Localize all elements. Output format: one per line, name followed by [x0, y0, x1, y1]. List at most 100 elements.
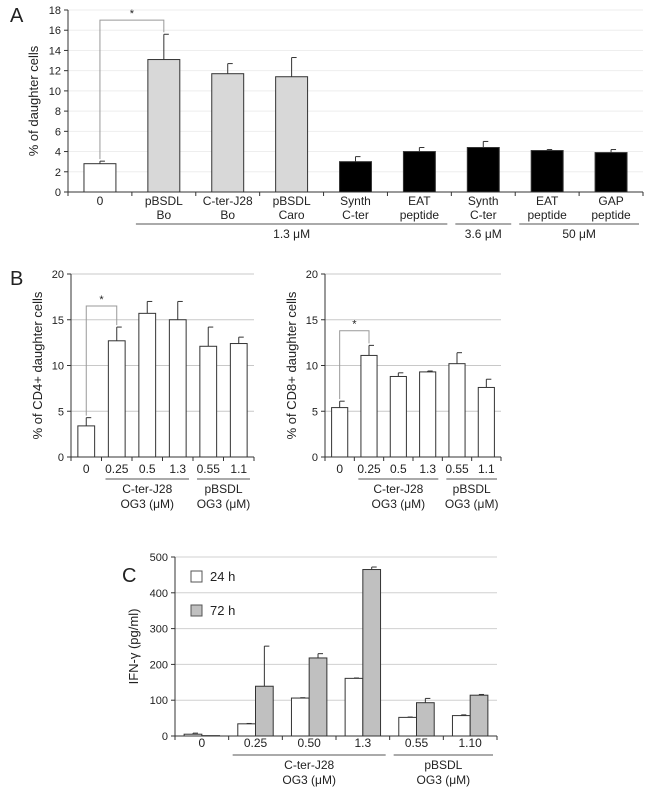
y-tick-label: 20 [52, 269, 64, 281]
category-label: Synth [468, 194, 499, 208]
category-label: peptide [591, 208, 631, 222]
category-label: 0 [336, 462, 343, 476]
group-label: 1.3 μM [273, 227, 310, 241]
group-label: C-ter-J28 [373, 482, 423, 496]
category-label: 0.55 [197, 462, 221, 476]
category-label: C-ter [342, 208, 369, 222]
legend-label: 72 h [210, 603, 235, 618]
group-label: OG3 (μM) [417, 773, 471, 787]
bar [363, 570, 381, 736]
y-axis-label: % of daughter cells [26, 45, 41, 156]
bar [256, 686, 274, 736]
significance-star: * [130, 8, 135, 20]
bar [340, 162, 372, 192]
group-label: 50 μM [562, 227, 596, 241]
group-label: OG3 (μM) [282, 773, 336, 787]
bar [78, 426, 95, 457]
category-label: Bo [156, 208, 171, 222]
category-label: 0 [97, 194, 104, 208]
legend-label: 24 h [210, 569, 235, 584]
bar [470, 695, 488, 736]
y-tick-label: 12 [49, 66, 61, 78]
bar [361, 355, 377, 457]
legend-swatch [191, 605, 202, 616]
category-label: 0.25 [357, 462, 381, 476]
category-label: Bo [220, 208, 235, 222]
y-tick-label: 0 [312, 452, 318, 464]
category-label: 1.3 [354, 736, 371, 750]
bar [184, 734, 202, 736]
panel-label: A [10, 5, 24, 27]
category-label: EAT [536, 194, 559, 208]
y-axis-label: % of CD4+ daughter cells [30, 291, 45, 439]
y-tick-label: 4 [55, 147, 61, 159]
group-label: pBSDL [424, 758, 462, 772]
bar [417, 703, 435, 736]
y-tick-label: 5 [312, 406, 318, 418]
category-label: 0.50 [297, 736, 321, 750]
significance-star: * [352, 319, 357, 331]
bar [212, 74, 244, 192]
category-label: 1.1 [230, 462, 247, 476]
y-tick-label: 0 [58, 452, 64, 464]
bar [390, 376, 406, 457]
category-label: 0.55 [405, 736, 429, 750]
bar [467, 148, 499, 192]
y-tick-label: 10 [52, 361, 64, 373]
y-tick-label: 16 [49, 25, 61, 37]
group-label: C-ter-J28 [284, 758, 334, 772]
bar [309, 658, 327, 736]
category-label: C-ter-J28 [203, 194, 253, 208]
bar [139, 313, 156, 457]
category-label: peptide [400, 208, 440, 222]
bar [276, 77, 308, 192]
category-label: 1.3 [419, 462, 436, 476]
y-tick-label: 400 [150, 588, 168, 600]
category-label: 0 [83, 462, 90, 476]
category-label: 0.5 [139, 462, 156, 476]
y-tick-label: 6 [55, 126, 61, 138]
y-tick-label: 300 [150, 624, 168, 636]
y-tick-label: 10 [49, 86, 61, 98]
category-label: pBSDL [145, 194, 183, 208]
legend-swatch [191, 571, 202, 582]
chart-panel-1: B 0 5 10 15 20 % of CD4+ daughter cells 0 0.25 0.… [10, 268, 254, 511]
bar [169, 320, 186, 457]
category-label: 0.55 [445, 462, 469, 476]
group-label: pBSDL [453, 482, 491, 496]
y-tick-label: 10 [306, 361, 318, 373]
category-label: 0.25 [105, 462, 129, 476]
y-tick-label: 5 [58, 406, 64, 418]
category-label: EAT [408, 194, 431, 208]
category-label: Synth [340, 194, 371, 208]
bar [595, 153, 627, 192]
bar [108, 341, 125, 457]
y-tick-label: 14 [49, 45, 61, 57]
category-label: 0 [198, 736, 205, 750]
category-label: pBSDL [273, 194, 311, 208]
bar [230, 344, 247, 457]
group-label: pBSDL [204, 482, 242, 496]
bar [148, 60, 180, 192]
category-label: GAP [598, 194, 623, 208]
bar [452, 716, 470, 736]
group-label: OG3 (μM) [120, 497, 174, 511]
category-label: 0.25 [244, 736, 268, 750]
bar [403, 152, 435, 192]
group-label: OG3 (μM) [197, 497, 251, 511]
y-tick-label: 100 [150, 695, 168, 707]
y-tick-label: 8 [55, 106, 61, 118]
category-label: 1.10 [458, 736, 482, 750]
y-tick-label: 15 [52, 315, 64, 327]
panel-label: B [10, 268, 23, 290]
group-label: OG3 (μM) [372, 497, 426, 511]
category-label: 1.3 [169, 462, 186, 476]
significance-star: * [99, 294, 104, 306]
bar [345, 678, 363, 736]
category-label: Caro [279, 208, 305, 222]
y-tick-label: 18 [49, 5, 61, 17]
group-label: OG3 (μM) [445, 497, 499, 511]
bar [420, 372, 436, 457]
